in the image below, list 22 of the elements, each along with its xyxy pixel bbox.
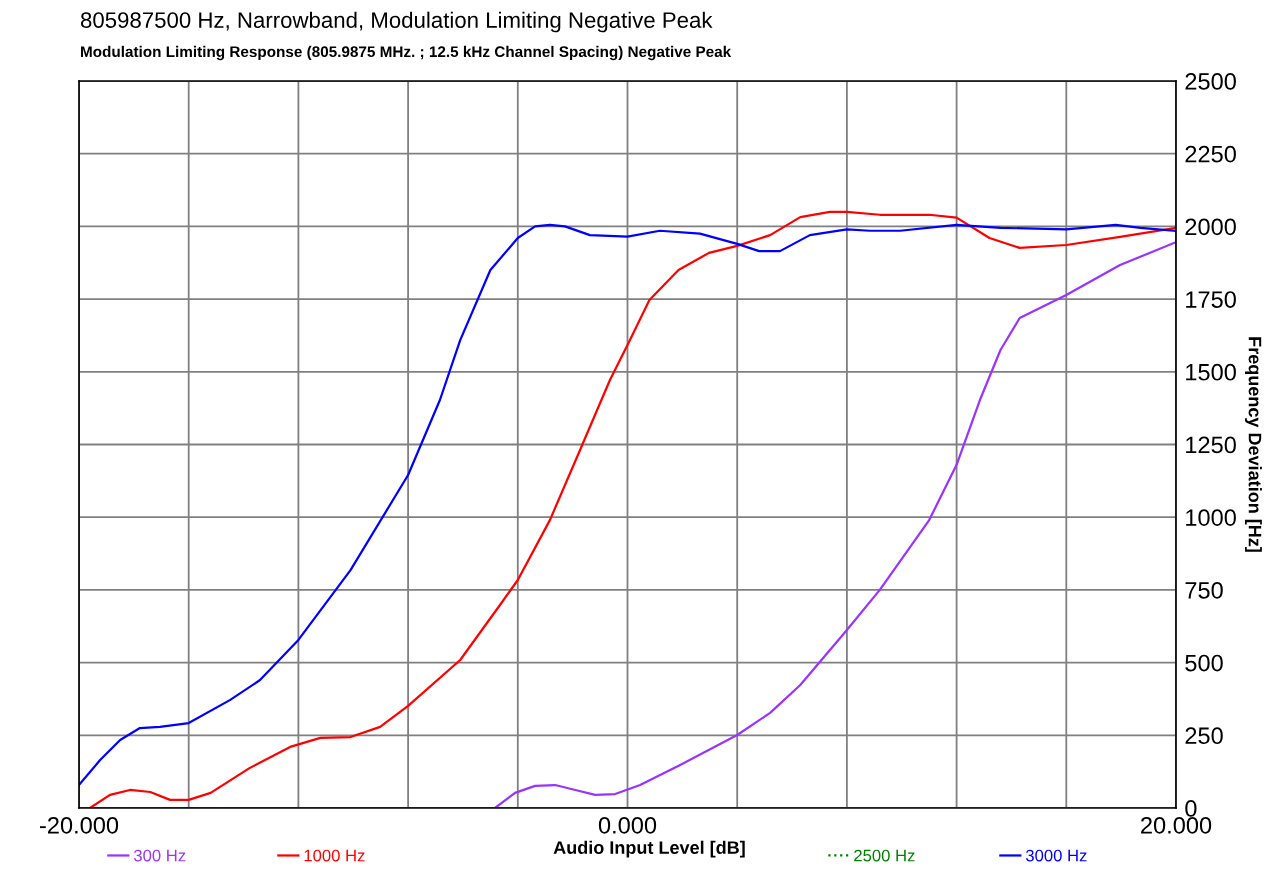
y-tick-label: 750 — [1185, 581, 1223, 599]
y-tick-label: 500 — [1185, 654, 1223, 672]
legend-label: 2500 Hz — [854, 849, 915, 862]
x-axis-title: Audio Input Level [dB] — [553, 840, 745, 858]
legend-label: 3000 Hz — [1025, 849, 1087, 862]
legend-label: 1000 Hz — [304, 849, 365, 862]
y-tick-label: 1000 — [1186, 509, 1236, 526]
y-tick-label: 2500 — [1185, 73, 1236, 90]
y-axis-title: Frequency Deviation [Hz] — [1245, 337, 1262, 552]
y-tick-label: 2250 — [1185, 145, 1236, 163]
legend-label: 300 Hz — [133, 849, 186, 862]
y-tick-label: 1750 — [1186, 291, 1236, 308]
chart-subtitle: Modulation Limiting Response (805.9875 MHz. ; 12.5 kHz Channel Spacing) Negative Peak — [81, 45, 732, 61]
y-tick-label: 250 — [1185, 727, 1223, 745]
y-tick-label: 1500 — [1186, 363, 1236, 381]
x-tick-label: 20.000 — [1141, 816, 1212, 834]
x-tick-label: -20.000 — [40, 816, 119, 834]
y-tick-label: 1250 — [1186, 436, 1236, 454]
y-tick-label: 0 — [1185, 800, 1197, 817]
chart-title: 805987500 Hz, Narrowband, Modulation Limiting Negative Peak — [80, 11, 713, 33]
y-tick-label: 2000 — [1185, 218, 1236, 236]
x-tick-label: 0.000 — [598, 816, 657, 834]
